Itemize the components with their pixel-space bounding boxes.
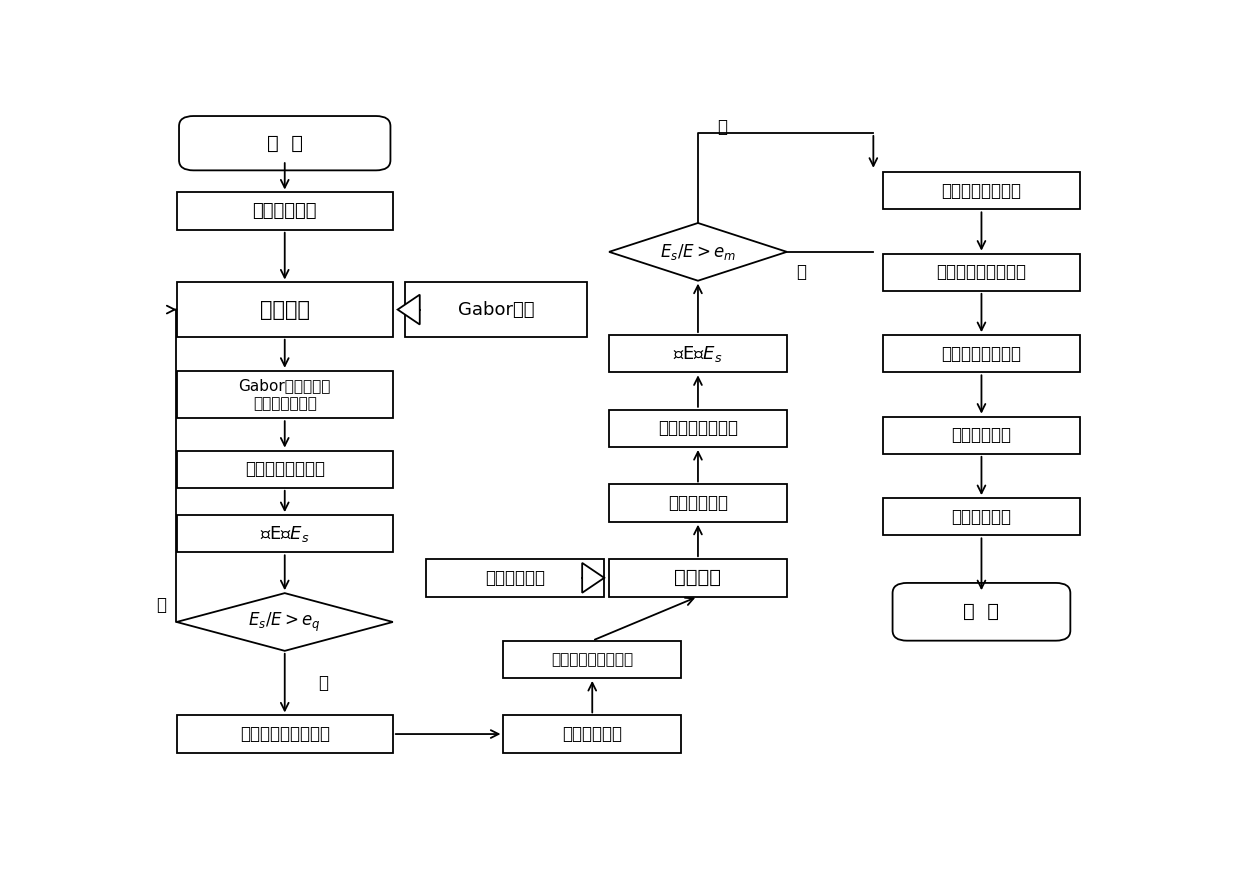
Text: 开  始: 开 始: [267, 134, 303, 153]
Text: 优化原子参数: 优化原子参数: [668, 494, 728, 512]
Polygon shape: [398, 295, 420, 325]
Text: 匹配追踪: 匹配追踪: [675, 568, 722, 587]
Text: 求E，$E_s$: 求E，$E_s$: [673, 344, 723, 363]
Bar: [883, 416, 1080, 454]
Text: 六相相序变换: 六相相序变换: [562, 725, 622, 743]
Bar: [883, 335, 1080, 372]
Text: 脉冲信号原子: 脉冲信号原子: [485, 569, 546, 587]
Bar: [176, 370, 393, 418]
Text: 原始电流信号: 原始电流信号: [253, 202, 317, 220]
Polygon shape: [176, 593, 393, 651]
Text: $E_s/E$$>$$e_q$: $E_s/E$$>$$e_q$: [248, 610, 321, 633]
Bar: [503, 640, 681, 678]
Bar: [883, 253, 1080, 291]
Bar: [176, 515, 393, 552]
Text: 计算故障距离: 计算故障距离: [951, 508, 1012, 526]
Polygon shape: [609, 223, 787, 280]
Bar: [609, 484, 787, 522]
Bar: [176, 715, 393, 752]
Bar: [427, 559, 604, 596]
Text: 否: 否: [156, 596, 166, 614]
Bar: [176, 282, 393, 337]
Bar: [883, 498, 1080, 535]
Text: 是: 是: [319, 674, 329, 692]
Text: 计算脉冲原子能量: 计算脉冲原子能量: [941, 182, 1022, 199]
Text: $E_s/E$$>$$e_m$: $E_s/E$$>$$e_m$: [660, 242, 737, 262]
Text: 确定行波波头时间: 确定行波波头时间: [941, 345, 1022, 363]
Text: 提取能量最大前三位: 提取能量最大前三位: [936, 263, 1027, 281]
Text: 结  束: 结 束: [963, 602, 999, 621]
Bar: [609, 559, 787, 596]
Polygon shape: [582, 563, 604, 593]
Bar: [503, 715, 681, 752]
Bar: [176, 451, 393, 488]
Text: 是: 是: [796, 263, 806, 281]
FancyBboxPatch shape: [179, 116, 391, 170]
Text: 计算行波速度: 计算行波速度: [951, 426, 1012, 445]
Text: 提取电流行波模分量: 提取电流行波模分量: [552, 652, 634, 667]
Text: 提取最佳匹配原子: 提取最佳匹配原子: [244, 460, 325, 478]
Text: 提取最佳脉冲原子: 提取最佳脉冲原子: [658, 420, 738, 437]
Text: 求E，$E_s$: 求E，$E_s$: [260, 524, 310, 543]
Text: Gabor原子过渡到
衰减正弦量原子: Gabor原子过渡到 衰减正弦量原子: [238, 378, 331, 411]
Text: 合并信号，滤除噪声: 合并信号，滤除噪声: [239, 725, 330, 743]
Bar: [883, 172, 1080, 209]
FancyBboxPatch shape: [893, 583, 1070, 640]
Text: 匹配追踪: 匹配追踪: [259, 300, 310, 319]
Bar: [609, 410, 787, 447]
Text: Gabor原子: Gabor原子: [458, 301, 534, 318]
Bar: [609, 335, 787, 372]
Bar: [176, 192, 393, 230]
Text: 否: 否: [717, 118, 727, 137]
Bar: [404, 282, 588, 337]
